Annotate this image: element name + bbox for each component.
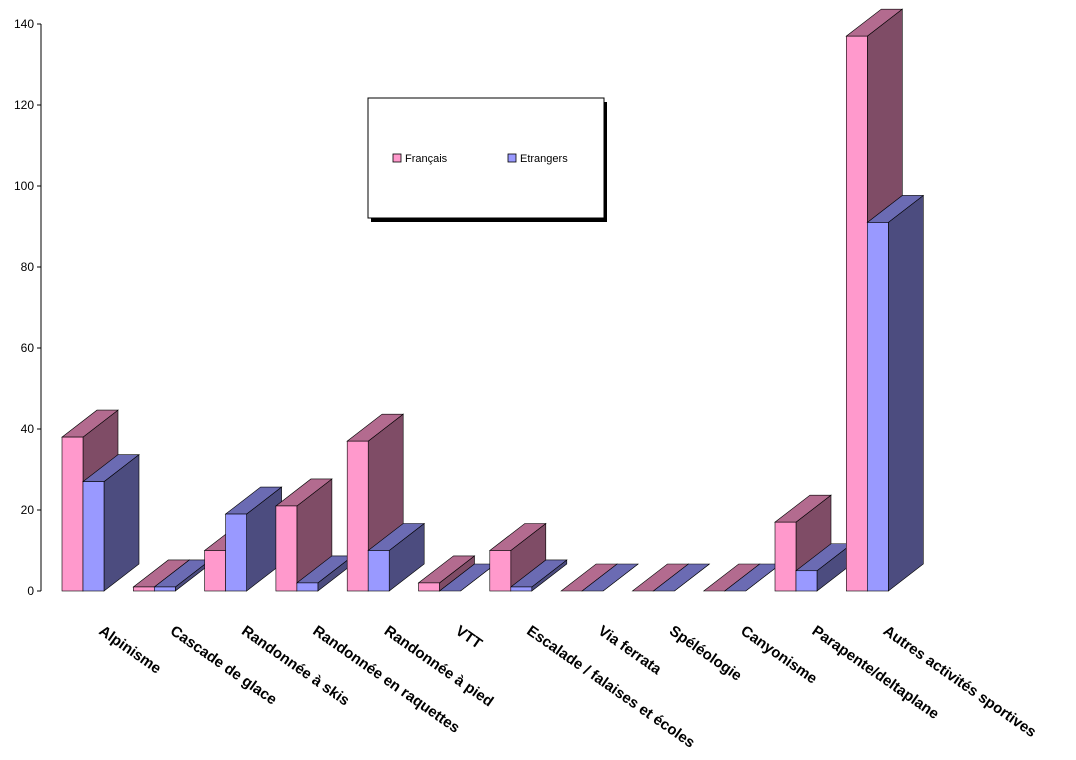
y-tick-label: 20 [21, 503, 35, 517]
legend-swatch-francais [392, 153, 402, 163]
bar-front-face [774, 521, 797, 592]
bar-etrangers [509, 559, 568, 592]
y-tick-label: 60 [21, 341, 35, 355]
category-label: Canyonisme [737, 622, 820, 687]
bar-top-face [652, 563, 711, 592]
bar-front-face [795, 570, 818, 592]
bar-etrangers [652, 563, 711, 592]
bar-front-face [133, 586, 155, 592]
legend-box [367, 97, 605, 219]
bar-side-face [887, 194, 924, 592]
bar-front-face [866, 222, 889, 592]
bar-etrangers [581, 563, 639, 592]
legend: Français Etrangers [367, 97, 607, 222]
bar-front-face [418, 582, 440, 592]
category-label: Spéléologie [666, 622, 745, 684]
bar-front-face [489, 550, 512, 592]
bar-etrangers [367, 522, 426, 592]
y-tick-label: 100 [14, 179, 34, 193]
y-tick-label: 80 [21, 260, 35, 274]
category-label: Alpinisme [96, 622, 164, 677]
bar-front-face [225, 513, 247, 592]
bar-front-face [154, 586, 176, 592]
bar-etrangers [82, 454, 140, 592]
bar-front-face [61, 436, 84, 592]
bar-etrangers [224, 486, 283, 592]
bar-front-face [845, 35, 868, 592]
bar-francais [488, 522, 547, 592]
y-axis: 0 20 40 60 80 100 120 140 [14, 17, 42, 598]
bar-front-face [367, 550, 390, 592]
bar-etrangers [866, 194, 925, 592]
bars [61, 8, 925, 592]
bar-front-face [296, 582, 319, 592]
legend-swatch-etrangers [507, 153, 517, 163]
bar-etrangers [795, 543, 853, 592]
bar-top-face [581, 563, 639, 592]
category-label: Via ferrata [595, 622, 665, 678]
bar-front-face [82, 481, 105, 592]
legend-label-etrangers: Etrangers [520, 153, 568, 165]
legend-label-francais: Français [405, 153, 448, 165]
bar-front-face [204, 550, 226, 592]
category-label: VTT [452, 622, 485, 652]
y-tick-label: 140 [14, 17, 34, 31]
bar-front-face [346, 440, 369, 592]
category-label: Parapente/deltaplane [809, 622, 942, 722]
y-tick-label: 0 [27, 584, 34, 598]
y-tick-label: 40 [21, 422, 35, 436]
bar-front-face [275, 505, 298, 592]
y-tick-label: 120 [14, 98, 34, 112]
bar-front-face [510, 586, 533, 592]
